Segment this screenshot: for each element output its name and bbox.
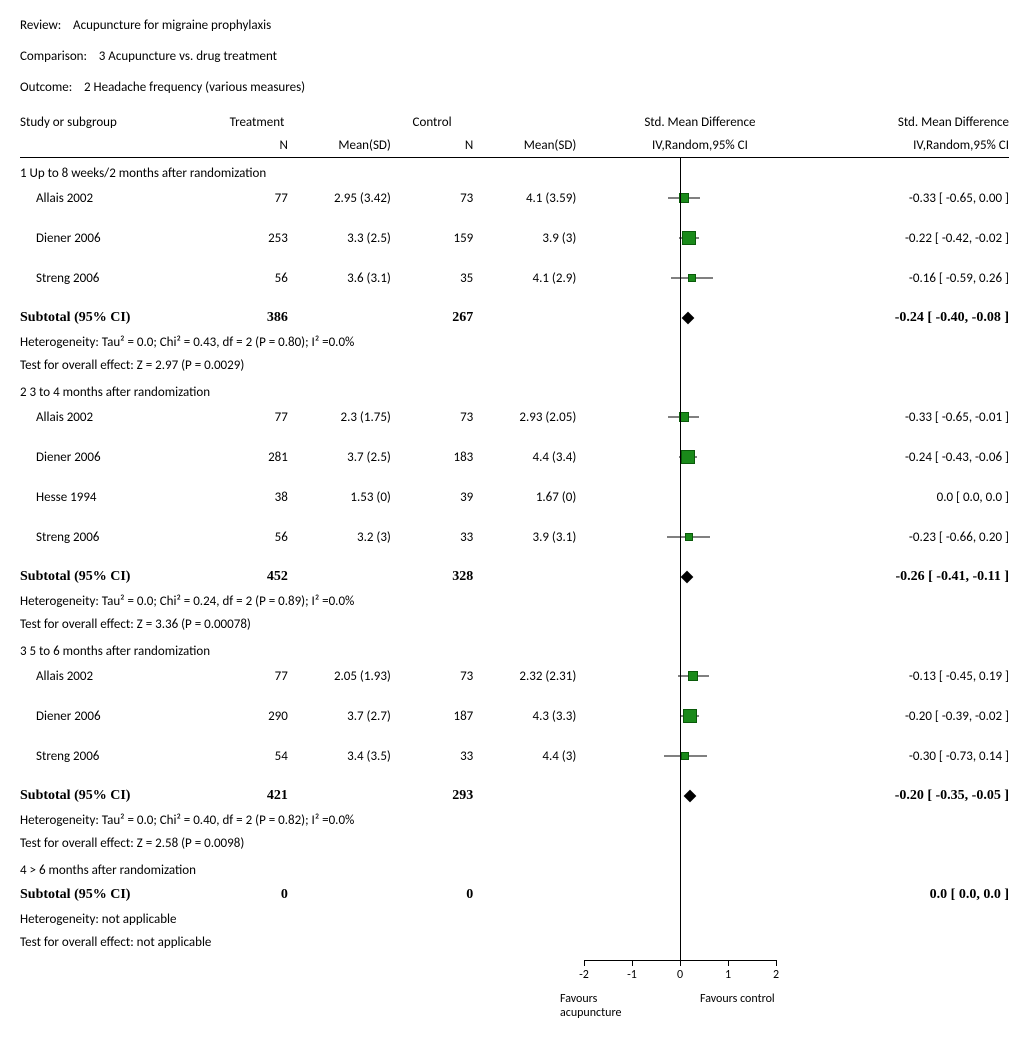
study-row: Streng 2006563.2 (3)333.9 (3.1)-0.23 [ -… [20,524,1009,550]
col-smd-ci: Std. Mean Difference [824,111,1009,134]
study-row: Allais 2002772.05 (1.93)732.32 (2.31)-0.… [20,663,1009,689]
favours-right: Favours control [680,992,775,1006]
x-axis: -2-1012 Favours acupuncture Favours cont… [560,960,800,1012]
outcome-value: 2 Headache frequency (various measures) [84,80,305,95]
heterogeneity-text: Heterogeneity: Tau² = 0.0; Chi² = 0.24, … [20,590,576,613]
col-study: Study or subgroup [20,111,226,134]
col-cMSD: Mean(SD) [473,134,576,158]
overall-effect-text: Test for overall effect: not applicable [20,931,576,954]
heterogeneity-text: Heterogeneity: not applicable [20,908,576,931]
study-row: Streng 2006563.6 (3.1)354.1 (2.9)-0.16 [… [20,265,1009,291]
axis-tick-label: 0 [677,968,683,982]
review-label: Review: [20,18,61,33]
study-row: Diener 20062813.7 (2.5)1834.4 (3.4)-0.24… [20,444,1009,470]
favours-left: Favours acupuncture [560,992,680,1020]
col-treatment: Treatment [226,111,288,134]
col-control: Control [391,111,473,134]
col-smd-plot: Std. Mean Difference [576,111,823,134]
forest-plot-table: Study or subgroup Treatment Control Std.… [20,111,1009,1012]
subtotal-row: Subtotal (95% CI)000.0 [ 0.0, 0.0 ] [20,882,1009,908]
axis-tick-label: -2 [579,968,589,982]
overall-effect-text: Test for overall effect: Z = 2.97 (P = 0… [20,354,576,377]
subtotal-row: Subtotal (95% CI)421293-0.20 [ -0.35, -0… [20,783,1009,809]
study-row: Diener 20062533.3 (2.5)1593.9 (3)-0.22 [… [20,225,1009,251]
comparison-label: Comparison: [20,49,87,64]
study-row: Allais 2002772.3 (1.75)732.93 (2.05)-0.3… [20,404,1009,430]
axis-tick-label: -1 [627,968,637,982]
heterogeneity-text: Heterogeneity: Tau² = 0.0; Chi² = 0.43, … [20,331,576,354]
subgroup-title: 1 Up to 8 weeks/2 months after randomiza… [20,158,576,186]
axis-tick-label: 2 [773,968,779,982]
subgroup-title: 3 5 to 6 months after randomization [20,636,576,663]
study-row: Diener 20062903.7 (2.7)1874.3 (3.3)-0.20… [20,703,1009,729]
overall-effect-text: Test for overall effect: Z = 3.36 (P = 0… [20,613,576,636]
header: Review: Acupuncture for migraine prophyl… [20,18,1009,95]
study-row: Streng 2006543.4 (3.5)334.4 (3)-0.30 [ -… [20,743,1009,769]
comparison-value: 3 Acupuncture vs. drug treatment [99,49,277,64]
outcome-label: Outcome: [20,80,72,95]
review-value: Acupuncture for migraine prophylaxis [73,18,271,33]
subgroup-title: 2 3 to 4 months after randomization [20,377,576,404]
subgroup-title: 4 > 6 months after randomization [20,855,576,882]
axis-tick-label: 1 [725,968,731,982]
col-tN: N [226,134,288,158]
subtotal-row: Subtotal (95% CI)452328-0.26 [ -0.41, -0… [20,564,1009,590]
zero-vertical-line [680,158,681,966]
overall-effect-text: Test for overall effect: Z = 2.58 (P = 0… [20,832,576,855]
subtotal-row: Subtotal (95% CI)386267-0.24 [ -0.40, -0… [20,305,1009,331]
col-tMSD: Mean(SD) [288,134,391,158]
col-method: IV,Random,95% CI [576,134,823,158]
study-row: Hesse 1994381.53 (0)391.67 (0)0.0 [ 0.0,… [20,484,1009,510]
col-cN: N [391,134,473,158]
col-method2: IV,Random,95% CI [824,134,1009,158]
study-row: Allais 2002772.95 (3.42)734.1 (3.59)-0.3… [20,185,1009,211]
heterogeneity-text: Heterogeneity: Tau² = 0.0; Chi² = 0.40, … [20,809,576,832]
